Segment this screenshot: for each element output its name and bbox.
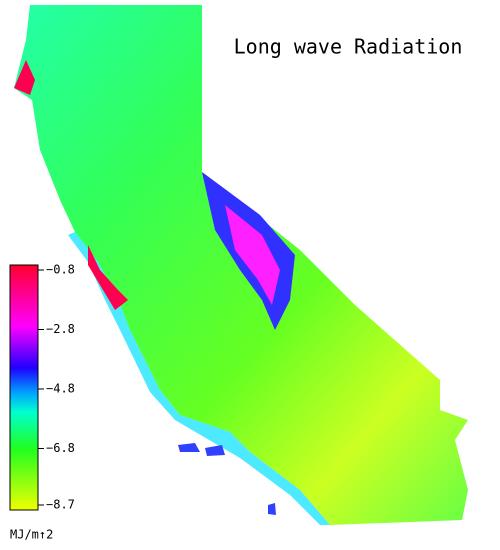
colorbar-unit: MJ/m↑2 <box>10 528 53 542</box>
colorbar-tick-label: −0.8 <box>46 263 75 277</box>
colorbar-tick-label: −8.7 <box>46 498 75 512</box>
colorbar-tick-label: −6.8 <box>46 441 75 455</box>
islands <box>178 443 276 515</box>
colorbar <box>9 264 39 511</box>
coast-red <box>14 60 128 310</box>
title: Long wave Radiation <box>234 35 463 59</box>
sierra-peak <box>225 205 280 305</box>
colorbar-tick-label: −4.8 <box>46 381 75 395</box>
colorbar-tick-label: −2.8 <box>46 322 75 336</box>
